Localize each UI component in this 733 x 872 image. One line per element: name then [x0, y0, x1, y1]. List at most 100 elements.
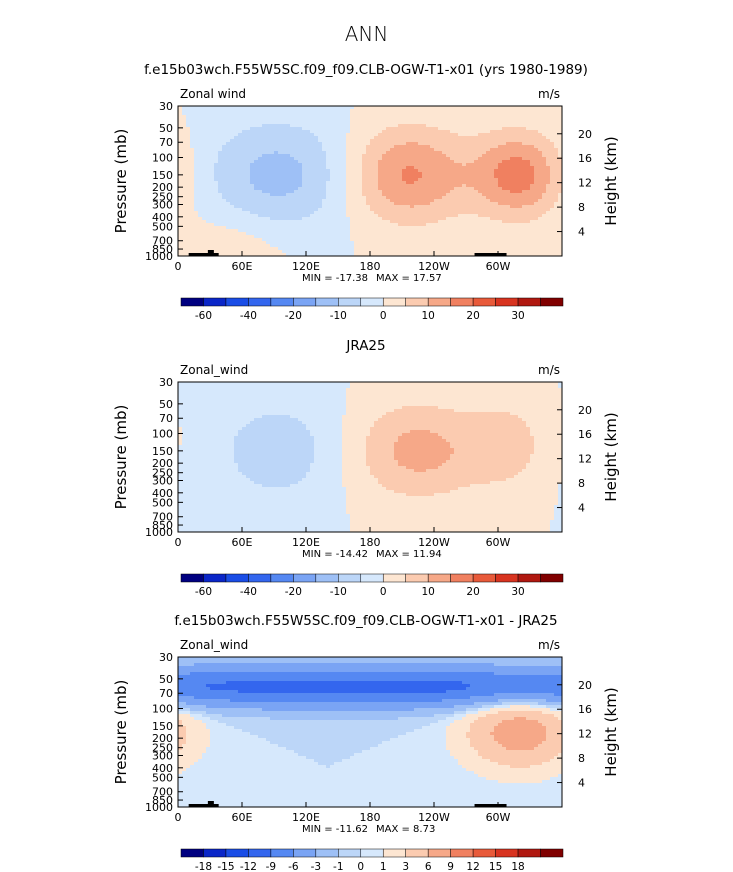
field-cell	[274, 220, 279, 224]
field-cell	[490, 241, 495, 245]
field-cell	[182, 199, 187, 203]
field-cell	[214, 226, 219, 230]
field-cell	[214, 178, 219, 182]
field-cell	[502, 217, 507, 221]
field-cell	[378, 232, 383, 236]
field-cell	[438, 160, 443, 164]
field-cell	[270, 178, 275, 182]
field-cell	[230, 238, 235, 242]
field-cell	[550, 181, 555, 185]
field-cell	[250, 109, 255, 113]
field-cell	[270, 181, 275, 185]
field-cell	[486, 193, 491, 197]
field-cell	[558, 136, 562, 140]
field-cell	[470, 247, 475, 251]
field-cell	[282, 187, 287, 191]
field-cell	[486, 220, 491, 224]
field-cell	[194, 226, 199, 230]
field-cell	[278, 109, 283, 113]
field-cell	[346, 241, 351, 245]
field-cell	[262, 121, 267, 125]
field-cell	[286, 166, 291, 170]
field-cell	[250, 133, 255, 137]
field-cell	[418, 109, 423, 113]
field-cell	[454, 115, 459, 119]
field-cell	[414, 226, 419, 230]
field-cell	[486, 169, 491, 173]
field-cell	[282, 181, 287, 185]
field-cell	[210, 121, 215, 125]
field-cell	[330, 118, 335, 122]
field-cell	[350, 178, 355, 182]
field-cell	[322, 196, 327, 200]
field-cell	[546, 241, 551, 245]
field-cell	[346, 154, 351, 158]
field-cell	[402, 184, 407, 188]
field-cell	[194, 136, 199, 140]
field-cell	[234, 181, 239, 185]
field-cell	[410, 250, 415, 254]
field-cell	[434, 235, 439, 239]
field-cell	[554, 148, 559, 152]
field-cell	[314, 229, 319, 233]
field-cell	[278, 145, 283, 149]
field-cell	[558, 199, 562, 203]
field-cell	[390, 199, 395, 203]
field-cell	[454, 223, 459, 227]
field-cell	[546, 217, 551, 221]
field-cell	[386, 139, 391, 143]
field-cell	[186, 244, 191, 248]
field-cell	[318, 109, 323, 113]
field-cell	[538, 136, 543, 140]
field-cell	[262, 184, 267, 188]
field-cell	[506, 250, 511, 254]
field-cell	[514, 184, 519, 188]
field-cell	[378, 160, 383, 164]
field-cell	[350, 208, 355, 212]
field-cell	[474, 229, 479, 233]
field-cell	[282, 229, 287, 233]
field-cell	[430, 178, 435, 182]
field-cell	[350, 223, 355, 227]
field-cell	[226, 109, 231, 113]
field-cell	[222, 133, 227, 137]
field-cell	[422, 220, 427, 224]
field-cell	[358, 199, 363, 203]
field-cell	[550, 139, 555, 143]
field-cell	[422, 169, 427, 173]
y-tick-label: 70	[159, 136, 173, 149]
field-cell	[474, 241, 479, 245]
field-cell	[538, 133, 543, 137]
field-cell	[406, 211, 411, 215]
field-cell	[450, 157, 455, 161]
field-cell	[506, 172, 511, 176]
field-cell	[338, 187, 343, 191]
field-cell	[326, 217, 331, 221]
field-cell	[542, 184, 547, 188]
field-cell	[234, 109, 239, 113]
field-cell	[258, 196, 263, 200]
field-cell	[246, 250, 251, 254]
field-cell	[402, 193, 407, 197]
field-cell	[214, 112, 219, 116]
field-cell	[350, 196, 355, 200]
field-cell	[494, 250, 499, 254]
field-cell	[538, 166, 543, 170]
field-cell	[230, 250, 235, 254]
field-cell	[414, 142, 419, 146]
field-cell	[290, 175, 295, 179]
field-cell	[246, 118, 251, 122]
field-cell	[390, 202, 395, 206]
field-cell	[446, 247, 451, 251]
field-cell	[386, 226, 391, 230]
field-cell	[442, 247, 447, 251]
field-cell	[482, 187, 487, 191]
field-cell	[526, 127, 531, 131]
field-cell	[310, 187, 315, 191]
field-cell	[474, 151, 479, 155]
field-cell	[430, 253, 435, 256]
field-cell	[518, 181, 523, 185]
field-cell	[442, 121, 447, 125]
field-cell	[414, 247, 419, 251]
field-cell	[498, 181, 503, 185]
